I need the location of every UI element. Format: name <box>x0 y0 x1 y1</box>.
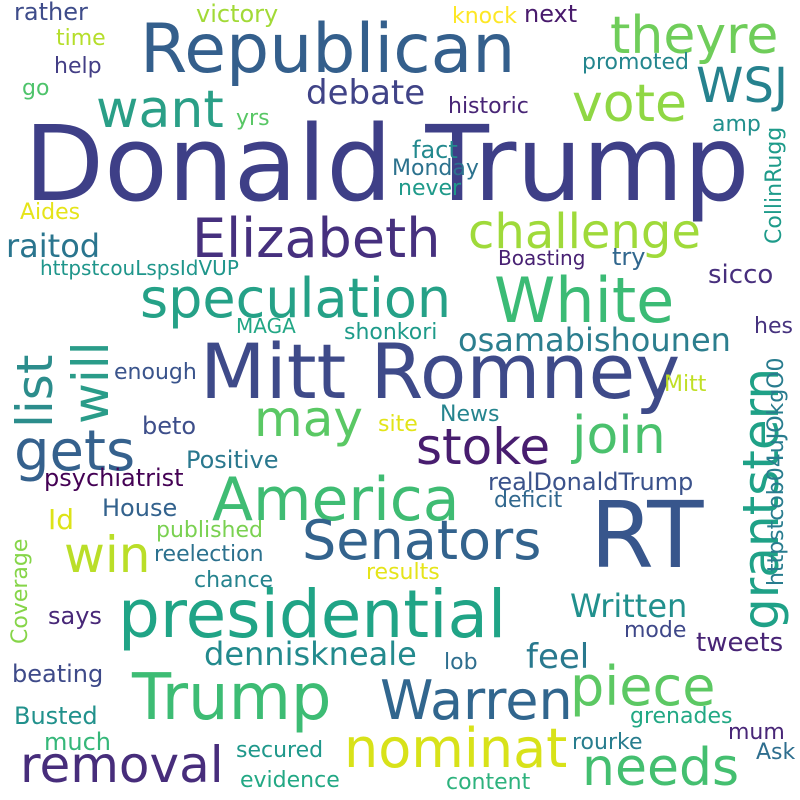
word-mode: mode <box>624 618 687 643</box>
word-published: published <box>156 518 264 543</box>
word-stoke: stoke <box>416 418 551 476</box>
word-mitt-romney: Mitt Romney <box>200 327 681 416</box>
word-republican: Republican <box>140 10 516 89</box>
word-piece: piece <box>570 655 716 718</box>
word-house: House <box>102 494 178 522</box>
word-deficit: deficit <box>494 488 563 513</box>
word-realdonaldtrump: realDonaldTrump <box>488 468 694 496</box>
word-historic: historic <box>448 94 529 119</box>
word-removal: removal <box>20 736 224 794</box>
word-debate: debate <box>306 73 426 113</box>
word-knock: knock <box>452 4 517 29</box>
word-much: much <box>44 728 111 756</box>
word-vote: vote <box>572 74 687 134</box>
word-mitt: Mitt <box>664 372 707 397</box>
word-help: help <box>54 54 102 79</box>
word-yrs: yrs <box>236 106 270 131</box>
word-raitod: raitod <box>6 227 101 265</box>
word-busted: Busted <box>14 702 98 730</box>
word-httpstcob04ujokgo0: httpstcob04uJOkgO0 <box>764 357 789 586</box>
word-rourke: rourke <box>572 730 643 755</box>
word-list: list <box>6 354 64 428</box>
word-maga: MAGA <box>236 314 296 338</box>
word-lob: lob <box>444 650 478 675</box>
word-coverage: Coverage <box>8 538 33 644</box>
word-win: win <box>64 526 151 584</box>
word-wsj: WSJ <box>696 58 789 114</box>
word-aides: Aides <box>20 200 81 225</box>
word-theyre: theyre <box>610 6 779 66</box>
word-monday: Monday <box>392 156 479 181</box>
word-denniskneale: denniskneale <box>204 635 417 673</box>
word-says: says <box>48 602 102 630</box>
word-nominat: nominat <box>344 717 568 780</box>
word-mum: mum <box>728 720 785 745</box>
word-next: next <box>524 0 578 28</box>
word-shonkori: shonkori <box>344 320 438 345</box>
word-america: America <box>212 465 460 535</box>
word-gets: gets <box>14 419 136 484</box>
word-grenades: grenades <box>630 704 733 729</box>
word-amp: amp <box>712 112 761 137</box>
word-collinrugg: CollinRugg <box>762 126 787 244</box>
word-join: join <box>572 406 666 466</box>
word-boasting: Boasting <box>498 246 586 270</box>
word-rt: RT <box>590 482 704 589</box>
word-ask: Ask <box>756 740 796 765</box>
word-warren: Warren <box>380 669 573 732</box>
word-osamabishounen: osamabishounen <box>458 321 731 359</box>
word-will: will <box>62 341 120 424</box>
word-may: may <box>254 390 363 448</box>
word-positive: Positive <box>186 446 279 474</box>
word-hes: hes <box>754 314 793 339</box>
word-speculation: speculation <box>140 267 452 330</box>
word-never: never <box>398 176 462 201</box>
word-reelection: reelection <box>154 542 264 567</box>
word-white: White <box>494 264 675 337</box>
word-httpstcoulspsidvup: httpstcouLspsIdVUP <box>40 256 239 280</box>
word-needs: needs <box>582 738 740 798</box>
word-donald-trump: Donald Trump <box>24 103 750 225</box>
word-secured: secured <box>236 738 324 763</box>
word-elizabeth: Elizabeth <box>192 207 441 270</box>
word-want: want <box>96 80 224 140</box>
word-fact: fact <box>412 136 458 164</box>
word-go: go <box>22 76 50 101</box>
word-tweets: tweets <box>696 628 784 658</box>
word-id: Id <box>48 503 75 536</box>
word-senators: Senators <box>302 509 542 572</box>
word-sicco: sicco <box>708 260 774 290</box>
word-beating: beating <box>12 660 104 688</box>
word-rather: rather <box>14 0 88 26</box>
word-psychiatrist: psychiatrist <box>44 464 184 492</box>
word-challenge: challenge <box>468 204 701 260</box>
word-feel: feel <box>526 637 590 677</box>
word-evidence: evidence <box>240 768 340 793</box>
word-news: News <box>440 402 500 427</box>
word-presidential: presidential <box>118 576 507 653</box>
word-site: site <box>378 412 418 437</box>
word-trump: Trump <box>132 661 332 735</box>
word-chance: chance <box>194 568 274 593</box>
word-written: Written <box>570 587 688 625</box>
word-beto: beto <box>142 412 197 440</box>
word-results: results <box>366 560 440 585</box>
word-promoted: promoted <box>582 50 690 75</box>
word-victory: victory <box>196 0 279 28</box>
word-enough: enough <box>114 360 197 385</box>
word-time: time <box>56 26 106 51</box>
word-try: try <box>612 243 646 271</box>
word-content: content <box>446 770 531 795</box>
